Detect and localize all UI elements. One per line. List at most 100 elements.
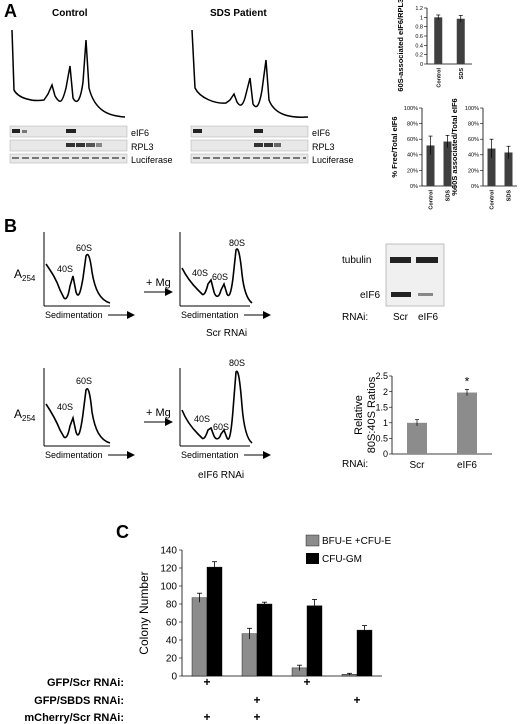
patient-blot-label-rpl3: RPL3 [312, 142, 335, 152]
y-tick-label: 0.4 [415, 43, 423, 49]
patient-eif6-blot [190, 125, 309, 138]
condition-label: GFP/SBDS RNAi: [34, 695, 124, 707]
y-tick-label: 120 [160, 564, 177, 575]
y-tick-label: 140 [160, 546, 177, 557]
condition-label: mCherry/Scr RNAi: [24, 712, 124, 724]
blot-band [416, 257, 438, 263]
y-tick-label: 100% [404, 106, 418, 112]
chart-eif6-rpl3-ratio: 0 0.2 0.4 0.6 0.8 1 1.2 Control SDS 60S-associate… [396, 0, 472, 92]
sedimentation-label: Sedimentation [181, 450, 239, 460]
patient-profile-trace [191, 29, 309, 118]
peak-label-80s: 80S [229, 238, 245, 248]
blot-band [254, 143, 263, 147]
x-tick-label: SDS [446, 190, 452, 202]
y-axis-label: Relative [353, 395, 365, 435]
y-tick-label: 40% [407, 153, 418, 159]
plus-mg-label: + Mg [146, 407, 171, 419]
blot-band [193, 129, 202, 133]
y-tick-label: 2.5 [375, 371, 388, 381]
peak-label-40s: 40S [57, 264, 73, 274]
x-tick-label: Control [490, 190, 496, 210]
blot-band [390, 257, 411, 263]
y-tick-label: 60% [407, 137, 418, 143]
y-tick-label: 1.5 [375, 402, 388, 412]
y-tick-label: 0 [383, 449, 388, 459]
control-title: Control [52, 8, 88, 19]
control-blot-label-rpl3: RPL3 [131, 142, 154, 152]
a254-label: A254 [14, 407, 36, 423]
blot-band [274, 143, 281, 147]
legend-label: BFU-E +CFU-E [322, 536, 392, 547]
condition-plus: + [203, 675, 210, 689]
condition-label: GFP/Scr RNAi: [47, 677, 124, 689]
chart-free-eif6: 0% 20% 40% 60% 80% 100% Control SDS % Free/Total… [390, 106, 456, 210]
peak-label-60s: 60S [212, 272, 228, 282]
bar [487, 148, 496, 186]
bar [456, 18, 465, 64]
blot-band [96, 143, 102, 147]
x-tick-label: Control [436, 68, 442, 88]
condition-plus: + [353, 693, 360, 707]
scr-profile-after: 40S 60S 80S Sedimentation [179, 232, 271, 320]
y-tick-label: 20 [166, 654, 178, 665]
bar [241, 633, 258, 677]
scr-rnai-label: Scr RNAi [206, 328, 247, 339]
control-profile-trace [11, 29, 126, 118]
y-tick-label: 40 [166, 636, 178, 647]
y-tick-label: 0.6 [415, 34, 423, 40]
peak-label-80s: 80S [229, 358, 245, 368]
profile-trace [181, 370, 253, 444]
y-tick-label: 0 [420, 62, 423, 68]
peak-label-40s: 40S [194, 414, 210, 424]
profile-trace [45, 253, 111, 304]
blot-rnai-scr: Scr [393, 312, 409, 323]
bar [426, 145, 435, 186]
y-tick-label: 20% [407, 168, 418, 174]
y-tick-label: 60% [468, 137, 479, 143]
patient-blot-label-luciferase: Luciferase [312, 155, 354, 165]
chart-colony-number: 0 20 40 60 80 100 120 140 Colony Number BFU-E +CF… [137, 534, 392, 683]
x-tick-label: Control [429, 190, 435, 210]
bar [407, 422, 427, 454]
condition-plus: + [253, 693, 260, 707]
chart-60s-associated-eif6: 0% 20% 40% 60% 80% 100% Control SDS %60S associa… [450, 98, 517, 210]
y-tick-label: 40% [468, 153, 479, 159]
control-blot-label-luciferase: Luciferase [131, 155, 173, 165]
y-tick-label: 1.2 [415, 6, 423, 12]
y-tick-label: 80 [166, 600, 178, 611]
patient-title: SDS Patient [210, 8, 267, 19]
bar [356, 629, 373, 677]
peak-label-60s: 60S [76, 376, 92, 386]
y-tick-label: 0.2 [415, 53, 423, 59]
y-tick-label: 0% [410, 184, 418, 190]
eif6-profile-after: 40S 60S 80S Sedimentation [179, 358, 271, 460]
bar [434, 17, 443, 64]
y-axis-label: %60S associated/Total eIF6 [450, 98, 459, 195]
sedimentation-label: Sedimentation [45, 310, 103, 320]
legend-swatch [305, 534, 320, 547]
blot-label-tubulin: tubulin [342, 255, 371, 266]
eif6-rnai-label: eIF6 RNAi [198, 470, 244, 481]
y-tick-label: 1 [420, 15, 423, 21]
blot-band [264, 143, 273, 147]
bar [457, 392, 477, 454]
bar [256, 603, 273, 677]
blot-rnai-eif6: eIF6 [418, 312, 438, 323]
a254-label: A254 [14, 267, 36, 283]
patient-rpl3-blot [190, 139, 309, 152]
y-axis-label: % Free/Total eIF6 [390, 116, 399, 177]
peak-label-60s: 60S [213, 422, 229, 432]
condition-plus: + [203, 710, 210, 724]
y-tick-label: 20% [468, 168, 479, 174]
y-tick-label: 80% [407, 122, 418, 128]
blot-band [86, 143, 95, 147]
y-tick-label: 100% [465, 106, 479, 112]
panel-c-letter: C [116, 522, 129, 542]
y-tick-label: 100 [160, 582, 177, 593]
scr-profile-before: 40S 60S A254 Sedimentation [14, 232, 135, 320]
chart-80s-40s-ratio: 0 0.5 1 1.5 2 2.5 Scr eIF6 Relative 80S:40S Ratio… [353, 371, 492, 471]
bar [206, 566, 223, 677]
bar [504, 152, 513, 186]
y-axis-label: 60S-associated eIF6/RPL3 ratio [396, 0, 405, 92]
